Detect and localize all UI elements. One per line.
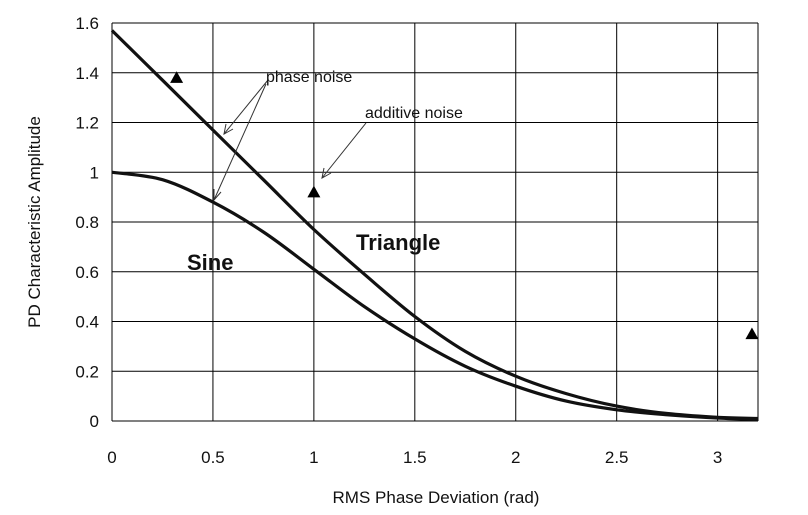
phase-noise-arrowhead-sine <box>213 189 222 202</box>
y-tick-label: 1 <box>90 163 99 182</box>
triangle-curve <box>110 29 759 421</box>
phase-noise-annotation: phase noise <box>266 69 352 86</box>
x-tick-label: 1.5 <box>403 448 427 467</box>
phase-noise-arrow-triangle <box>223 79 269 135</box>
y-tick-label: 0.8 <box>75 213 99 232</box>
y-tick-label: 1.2 <box>75 114 99 133</box>
x-tick-label: 1 <box>309 448 318 467</box>
sine-curve-label: Sine <box>187 250 233 275</box>
x-tick-label: 3 <box>713 448 722 467</box>
x-tick-label: 0 <box>107 448 116 467</box>
annotation-arrows <box>213 79 367 202</box>
x-tick-label: 2 <box>511 448 520 467</box>
grid: 0 0.5 1 1.5 2 2.5 3 0 0.2 0.4 0.6 0.8 1 1.2 1.4 1.6 <box>75 14 759 467</box>
x-tick-label: 0.5 <box>201 448 225 467</box>
additive-noise-arrowhead <box>321 167 332 179</box>
y-tick-label: 0.2 <box>75 362 99 381</box>
curves <box>110 29 759 421</box>
sine-curve <box>111 170 759 421</box>
phase-noise-arrow-sine <box>213 83 267 201</box>
y-tick-label: 0.4 <box>75 313 99 332</box>
y-tick-label: 1.6 <box>75 14 99 33</box>
y-tick-label: 0 <box>90 412 99 431</box>
x-tick-label: 2.5 <box>605 448 629 467</box>
y-tick-label: 0.6 <box>75 263 99 282</box>
additive-noise-arrow <box>321 122 367 179</box>
triangle-marker <box>170 71 184 83</box>
triangle-marker <box>307 185 321 198</box>
triangle-curve-label: Triangle <box>356 230 440 255</box>
phase-noise-arrowhead-triangle <box>223 123 234 135</box>
x-axis-title: RMS Phase Deviation (rad) <box>333 488 540 507</box>
y-tick-label: 1.4 <box>75 64 99 83</box>
markers <box>170 71 759 340</box>
additive-noise-annotation: additive noise <box>365 105 463 122</box>
y-axis-title: PD Characteristic Amplitude <box>25 116 44 328</box>
triangle-marker <box>745 327 759 340</box>
labels: phase noise additive noise Sine Triangle… <box>25 69 539 507</box>
